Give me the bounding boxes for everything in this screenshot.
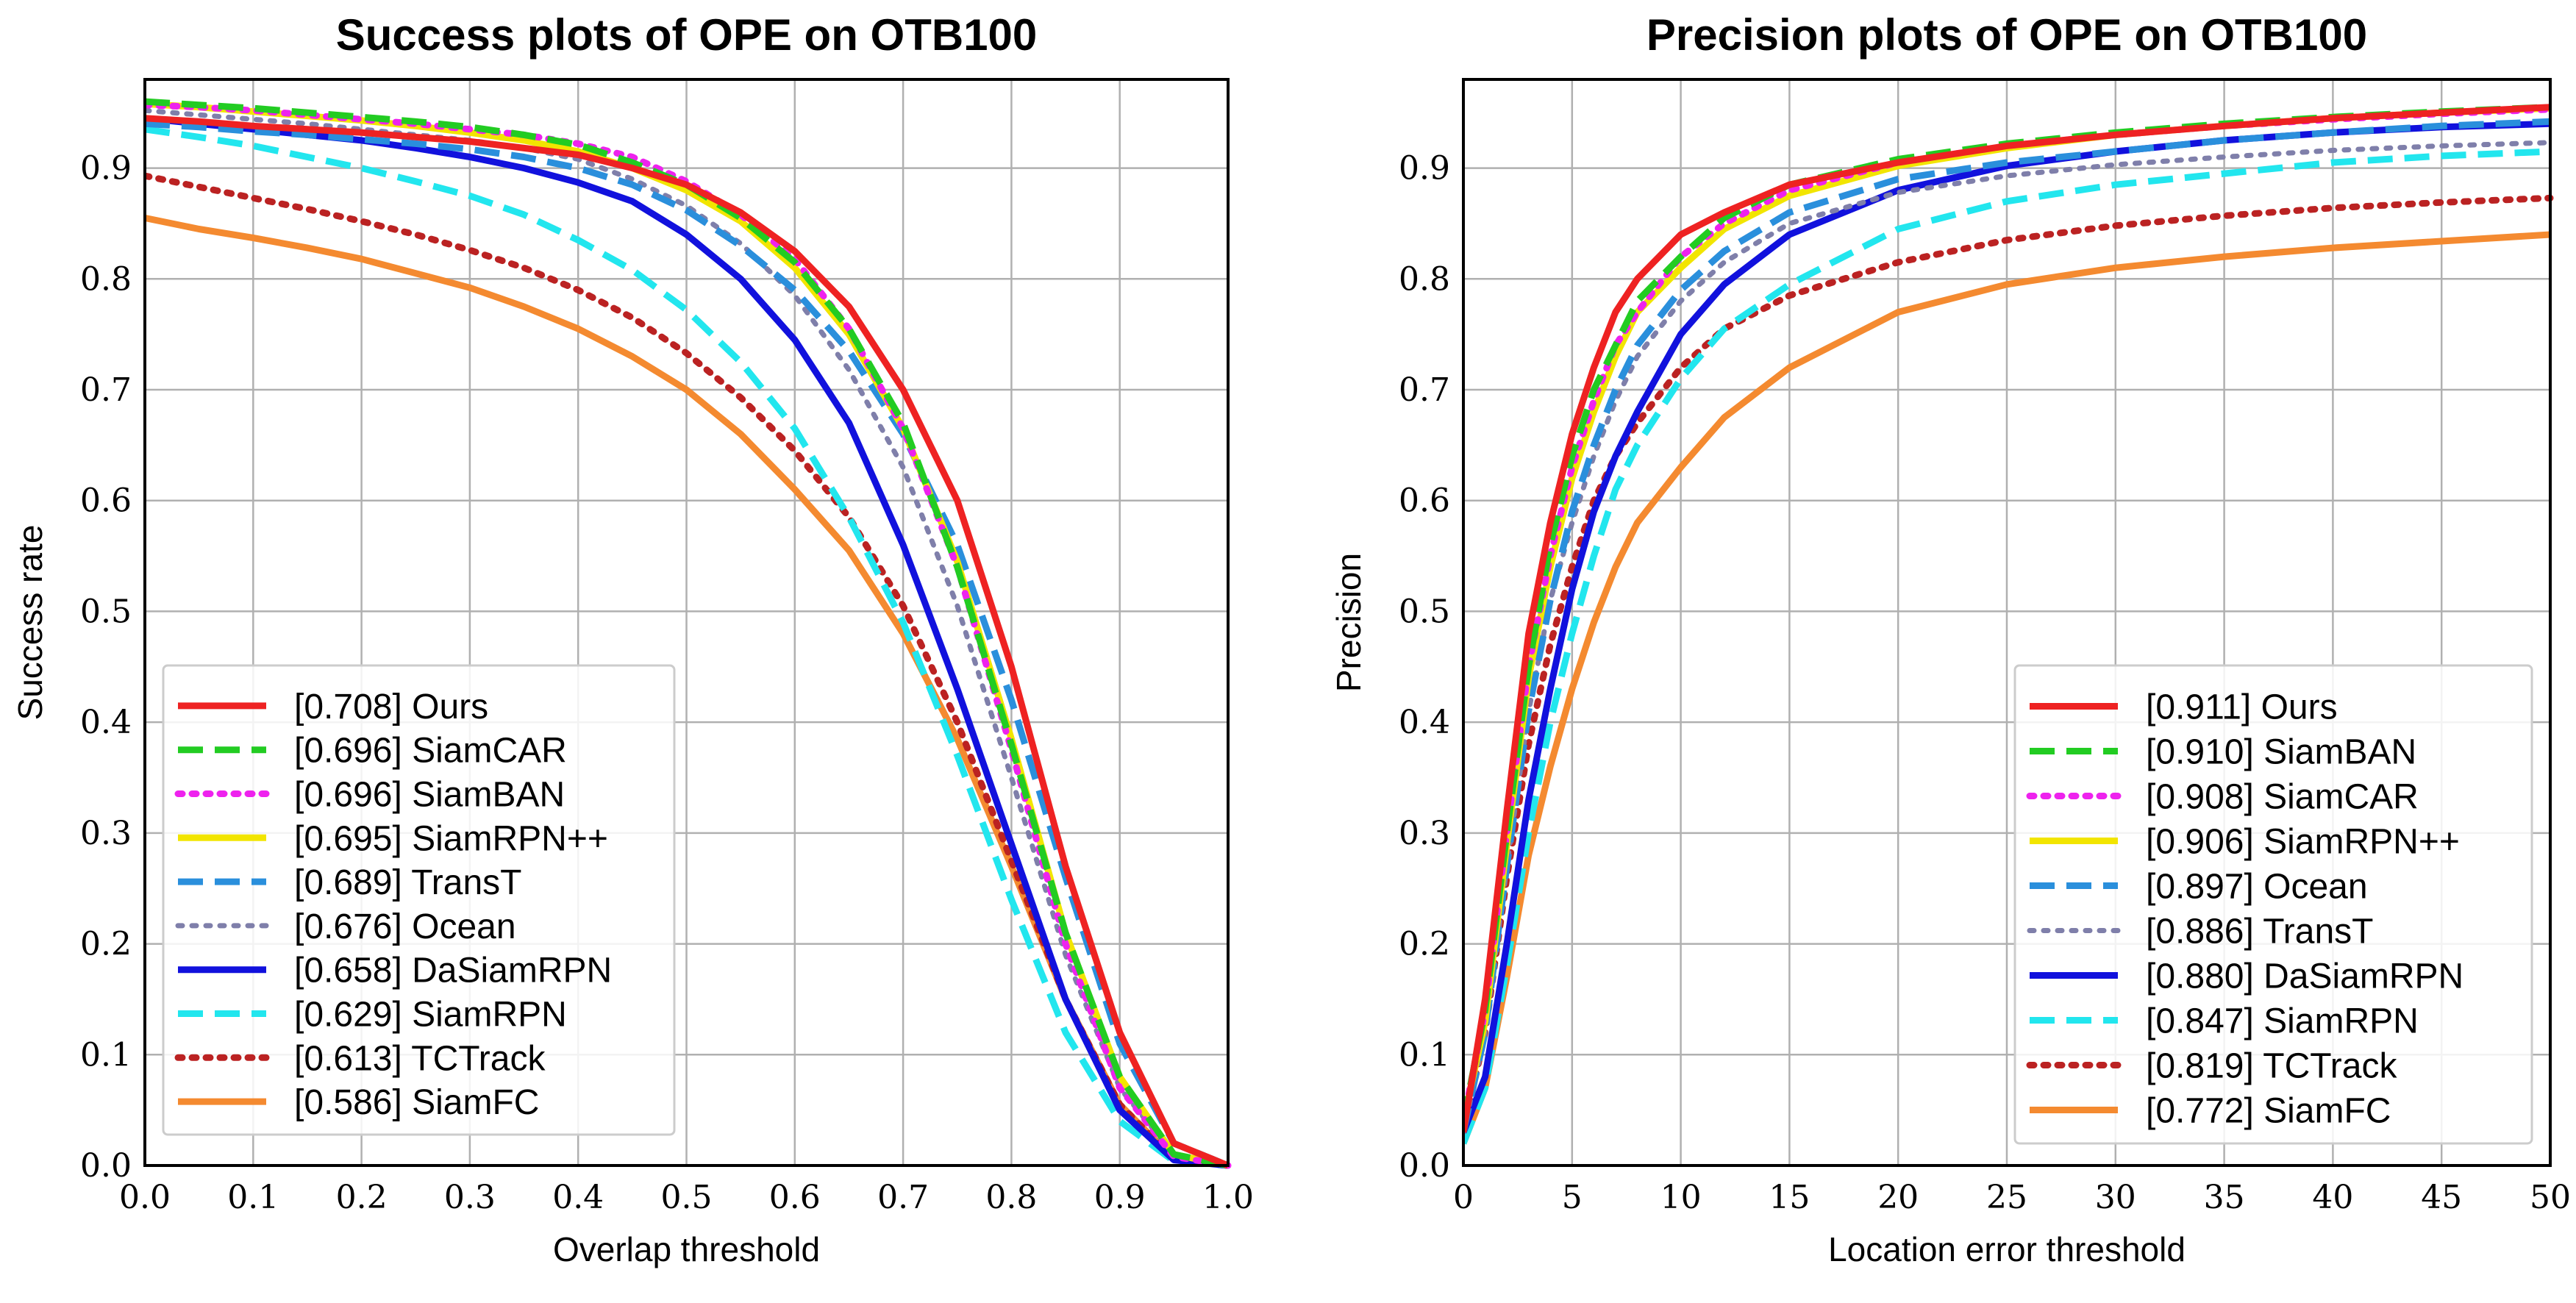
x-axis-label: Location error threshold xyxy=(1828,1230,2186,1268)
series-line-transt xyxy=(145,120,1230,1169)
x-tick-label: 0.5 xyxy=(661,1179,713,1216)
x-tick-label: 40 xyxy=(2312,1179,2353,1216)
series-line-transt xyxy=(1463,140,2553,1135)
y-tick-label: 0.5 xyxy=(80,593,132,630)
series-line-siamfc xyxy=(1463,231,2551,1145)
x-tick-label: 0.0 xyxy=(119,1179,171,1216)
x-tick-label: 50 xyxy=(2530,1179,2571,1216)
y-tick-label: 0.6 xyxy=(1399,482,1450,520)
legend-box xyxy=(162,664,676,1136)
x-tick-label: 0.9 xyxy=(1094,1179,1146,1216)
y-tick-label: 0.0 xyxy=(80,1147,132,1185)
x-tick-label: 0.2 xyxy=(336,1179,388,1216)
axes-frame xyxy=(1462,78,2552,1167)
x-tick-label: 0 xyxy=(1453,1179,1474,1216)
legend-entry-label: [0.613] TCTrack xyxy=(294,1039,546,1078)
y-tick-label: 0.0 xyxy=(1399,1147,1450,1185)
series-line-dasiamrpn xyxy=(145,115,1229,1169)
y-tick-label: 0.9 xyxy=(80,150,132,188)
y-tick-label: 0.1 xyxy=(1399,1036,1450,1074)
legend-entry-label: [0.586] SiamFC xyxy=(294,1083,539,1122)
series-group xyxy=(1463,104,2554,1145)
x-tick-label: 45 xyxy=(2421,1179,2462,1216)
legend-entry-label: [0.910] SiamBAN xyxy=(2146,733,2416,772)
x-tick-label: 20 xyxy=(1877,1179,1919,1216)
y-axis-label: Precision xyxy=(1330,553,1368,692)
legend-entry-label: [0.629] SiamRPN xyxy=(294,996,567,1035)
x-tick-label: 0.7 xyxy=(877,1179,929,1216)
x-tick-label: 5 xyxy=(1562,1179,1583,1216)
legend-entry-label: [0.658] DaSiamRPN xyxy=(294,952,612,990)
y-tick-label: 0.8 xyxy=(1399,260,1450,298)
y-tick-label: 0.3 xyxy=(80,815,132,852)
legend-entry-label: [0.908] SiamCAR xyxy=(2146,778,2419,817)
chart-title: Success plots of OPE on OTB100 xyxy=(336,10,1038,60)
legend-entry-label: [0.772] SiamFC xyxy=(2146,1092,2391,1131)
y-tick-label: 0.1 xyxy=(80,1036,132,1074)
y-tick-label: 0.2 xyxy=(80,926,132,963)
legend-entry-label: [0.695] SiamRPN++ xyxy=(294,819,608,858)
legend: [0.911] Ours [0.910] SiamBAN [0.908] SiamC… xyxy=(2013,664,2533,1145)
series-line-ocean xyxy=(1463,118,2551,1133)
x-tick-label: 0.3 xyxy=(444,1179,496,1216)
y-tick-label: 0.6 xyxy=(80,482,132,520)
legend-entry-label: [0.880] DaSiamRPN xyxy=(2146,957,2463,996)
legend-entry-label: [0.689] TransT xyxy=(294,863,522,902)
x-tick-label: 1.0 xyxy=(1202,1179,1254,1216)
legend-entry-label: [0.676] Ocean xyxy=(294,907,516,946)
x-tick-label: 15 xyxy=(1769,1179,1810,1216)
legend-entry-label: [0.696] SiamBAN xyxy=(294,776,565,815)
y-tick-label: 0.7 xyxy=(80,371,132,409)
axes-frame xyxy=(143,78,1230,1167)
y-tick-label: 0.2 xyxy=(1399,926,1450,963)
x-tick-label: 30 xyxy=(2095,1179,2136,1216)
legend-entry-label: [0.819] TCTrack xyxy=(2146,1047,2397,1086)
success-plot: 0.0 0.1 0.2 0.3 0.4 0.5 0.6 0.7 0.8 0.9 1.0 0.0 0.1 0… xyxy=(11,10,1254,1268)
x-tick-label: 25 xyxy=(1986,1179,2027,1216)
legend-entry-label: [0.906] SiamRPN++ xyxy=(2146,823,2460,862)
precision-plot: 0 5 10 15 20 25 30 35 40 45 50 0.0 0.1 0.2 0.3 0.4 0.5 0.… xyxy=(1330,10,2571,1268)
y-tick-label: 0.9 xyxy=(1399,150,1450,188)
x-axis-label: Overlap threshold xyxy=(553,1230,820,1268)
legend-entry-label: [0.911] Ours xyxy=(2146,688,2338,727)
legend-entry-label: [0.696] SiamCAR xyxy=(294,732,567,771)
y-axis-label: Success rate xyxy=(11,525,49,721)
series-group xyxy=(145,98,1232,1169)
legend: [0.708] Ours [0.696] SiamCAR [0.696] SiamB… xyxy=(162,664,676,1136)
legend-entry-label: [0.847] SiamRPN xyxy=(2146,1002,2419,1041)
series-line-ours xyxy=(145,115,1230,1169)
series-line-ocean xyxy=(145,107,1231,1168)
x-tick-label: 0.1 xyxy=(227,1179,279,1216)
y-tick-label: 0.4 xyxy=(1399,704,1450,741)
legend-box xyxy=(2013,664,2533,1145)
series-line-siamrpn xyxy=(1463,148,2551,1145)
legend-entry-label: [0.708] Ours xyxy=(294,688,488,727)
x-tick-label: 35 xyxy=(2204,1179,2245,1216)
series-line-ours xyxy=(1463,104,2551,1133)
y-tick-label: 0.3 xyxy=(1399,815,1450,852)
x-tick-label: 0.6 xyxy=(769,1179,821,1216)
legend-entry-label: [0.886] TransT xyxy=(2146,913,2374,952)
y-tick-label: 0.4 xyxy=(80,704,132,741)
x-tick-label: 0.8 xyxy=(985,1179,1037,1216)
chart-title: Precision plots of OPE on OTB100 xyxy=(1646,10,2367,60)
y-tick-label: 0.5 xyxy=(1399,593,1450,630)
legend-entry-label: [0.897] Ocean xyxy=(2146,868,2368,907)
x-tick-label: 0.4 xyxy=(552,1179,604,1216)
x-tick-label: 10 xyxy=(1660,1179,1702,1216)
y-tick-label: 0.7 xyxy=(1399,371,1450,409)
y-tick-label: 0.8 xyxy=(80,260,132,298)
series-line-tctrack xyxy=(1463,194,2554,1136)
